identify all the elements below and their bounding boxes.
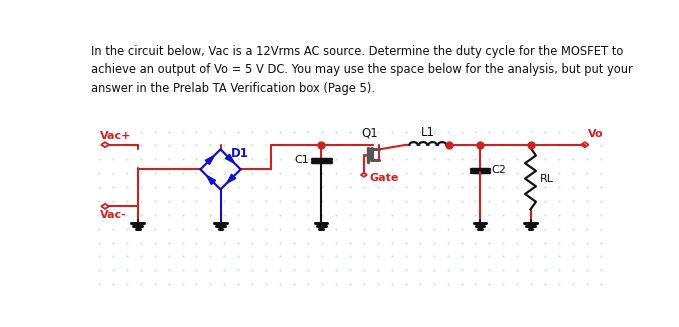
Text: Vo: Vo <box>588 129 604 139</box>
Text: C2: C2 <box>492 165 507 175</box>
Polygon shape <box>206 176 216 184</box>
Text: C1: C1 <box>294 155 309 165</box>
Text: L1: L1 <box>420 126 435 139</box>
Text: Gate: Gate <box>369 173 399 183</box>
Text: Vac-: Vac- <box>100 210 127 220</box>
Text: In the circuit below, Vac is a 12Vrms AC source. Determine the duty cycle for th: In the circuit below, Vac is a 12Vrms AC… <box>91 44 633 95</box>
Text: D1: D1 <box>232 147 249 161</box>
Polygon shape <box>205 156 215 164</box>
Text: Vac+: Vac+ <box>100 131 132 141</box>
Polygon shape <box>227 174 236 183</box>
Polygon shape <box>225 154 234 163</box>
Text: Q1: Q1 <box>361 126 378 139</box>
Text: RL: RL <box>540 174 554 183</box>
